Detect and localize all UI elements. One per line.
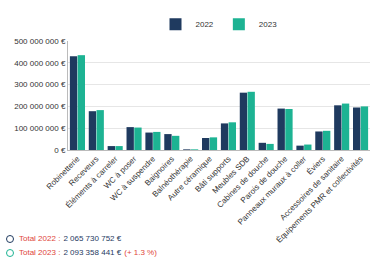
svg-text:300 000 000 €: 300 000 000 €: [14, 80, 66, 89]
svg-text:Baignoires: Baignoires: [143, 154, 176, 187]
svg-text:400 000 000 €: 400 000 000 €: [14, 59, 66, 68]
svg-text:500 000 000 €: 500 000 000 €: [14, 37, 66, 46]
svg-text:Receveurs: Receveurs: [67, 154, 100, 187]
svg-text:WC à suspendre: WC à suspendre: [109, 154, 158, 203]
svg-text:2022: 2022: [196, 20, 214, 29]
svg-text:Balnéothérapie: Balnéothérapie: [151, 154, 196, 199]
svg-text:Panneaux muraux à coller: Panneaux muraux à coller: [236, 154, 308, 226]
svg-text:100 000 000 €: 100 000 000 €: [14, 124, 66, 133]
svg-text:Éléments à carreler: Éléments à carreler: [64, 154, 120, 210]
svg-text:Cabines de douche: Cabines de douche: [215, 154, 271, 210]
svg-text:Équipements PMR et collectivit: Équipements PMR et collectivités: [274, 154, 364, 244]
svg-text:2023: 2023: [259, 20, 277, 29]
html-text:Total 2022 : 2 065 730 752 €: Total 2022 : 2 065 730 752 €: [19, 234, 122, 243]
svg-text:Parois de douche: Parois de douche: [239, 154, 290, 205]
svg-text:Éviers: Éviers: [305, 154, 327, 176]
svg-text:Robinetterie: Robinetterie: [45, 154, 82, 191]
svg-text:Bâti supports: Bâti supports: [193, 154, 232, 193]
svg-text:200 000 000 €: 200 000 000 €: [14, 102, 66, 111]
svg-text:WC à poser: WC à poser: [102, 154, 138, 190]
svg-text:0 €: 0 €: [54, 146, 66, 155]
svg-text:Meubles SDB: Meubles SDB: [211, 154, 252, 195]
svg-text:Accessoires de sanitaire: Accessoires de sanitaire: [278, 154, 346, 222]
svg-text:Autre céramique: Autre céramique: [166, 154, 214, 202]
html-text:Total 2023 : 2 093 358 441 € (: Total 2023 : 2 093 358 441 € (+ 1.3 %): [19, 248, 157, 257]
